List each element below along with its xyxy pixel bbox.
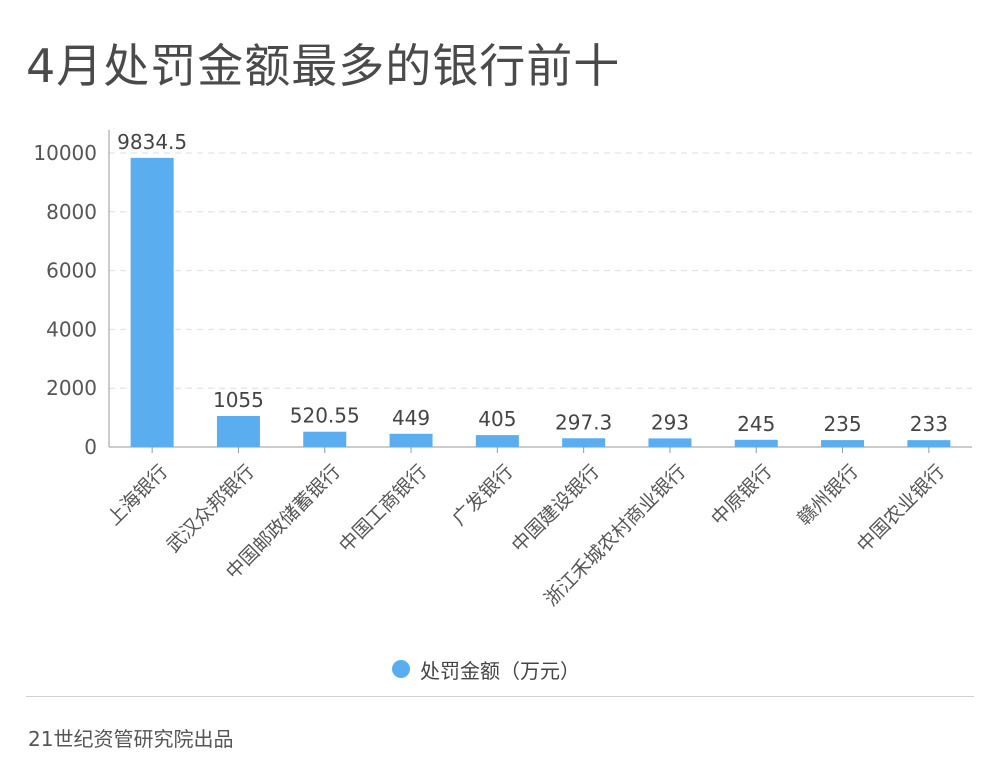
x-tick-label: 上海银行 [103, 461, 172, 530]
bar [907, 440, 951, 447]
data-label: 405 [478, 407, 516, 431]
x-tick-label: 中国农业银行 [853, 461, 949, 557]
legend: 处罚金额（万元） [392, 654, 580, 684]
data-label: 297.3 [555, 410, 612, 434]
bar [216, 415, 260, 447]
y-tick-label: 2000 [46, 376, 97, 400]
bar [303, 431, 347, 447]
data-label: 233 [910, 412, 948, 436]
bar [389, 433, 433, 447]
bar [475, 435, 519, 447]
y-tick-label: 4000 [46, 317, 97, 341]
chart-title: 4月处罚金额最多的银行前十 [26, 39, 621, 93]
data-label: 1055 [213, 388, 264, 412]
x-tick-label: 中国工商银行 [335, 461, 431, 557]
y-tick-label: 6000 [46, 259, 97, 283]
x-tick-label: 浙江禾城农村商业银行 [540, 461, 690, 611]
bar [821, 440, 865, 447]
data-label: 520.55 [290, 404, 360, 428]
bar [734, 439, 778, 447]
data-label: 293 [651, 410, 689, 434]
data-label: 449 [392, 406, 430, 430]
bar [648, 438, 692, 447]
data-label: 9834.5 [117, 130, 187, 154]
y-tick-label: 0 [84, 435, 97, 459]
x-tick-label: 武汉众邦银行 [162, 461, 258, 557]
x-tick-label: 中国建设银行 [508, 461, 604, 557]
legend-label: 处罚金额（万元） [420, 658, 580, 683]
data-label: 245 [737, 412, 775, 436]
legend-swatch [392, 660, 410, 678]
data-label: 235 [823, 412, 861, 436]
footer-divider [26, 696, 974, 697]
bar [562, 438, 606, 447]
bar-chart: 0 2000 4000 6000 8000 10000 9834.5 上海银行 1055 武汉众邦… [33, 130, 972, 611]
footer-credit: 21世纪资管研究院出品 [28, 727, 234, 751]
x-tick-label: 中原银行 [707, 461, 776, 530]
x-tick-label: 赣州银行 [793, 461, 862, 530]
y-tick-label: 10000 [33, 141, 97, 165]
bar [130, 157, 174, 447]
y-tick-label: 8000 [46, 200, 97, 224]
x-tick-label: 广发银行 [448, 461, 517, 530]
